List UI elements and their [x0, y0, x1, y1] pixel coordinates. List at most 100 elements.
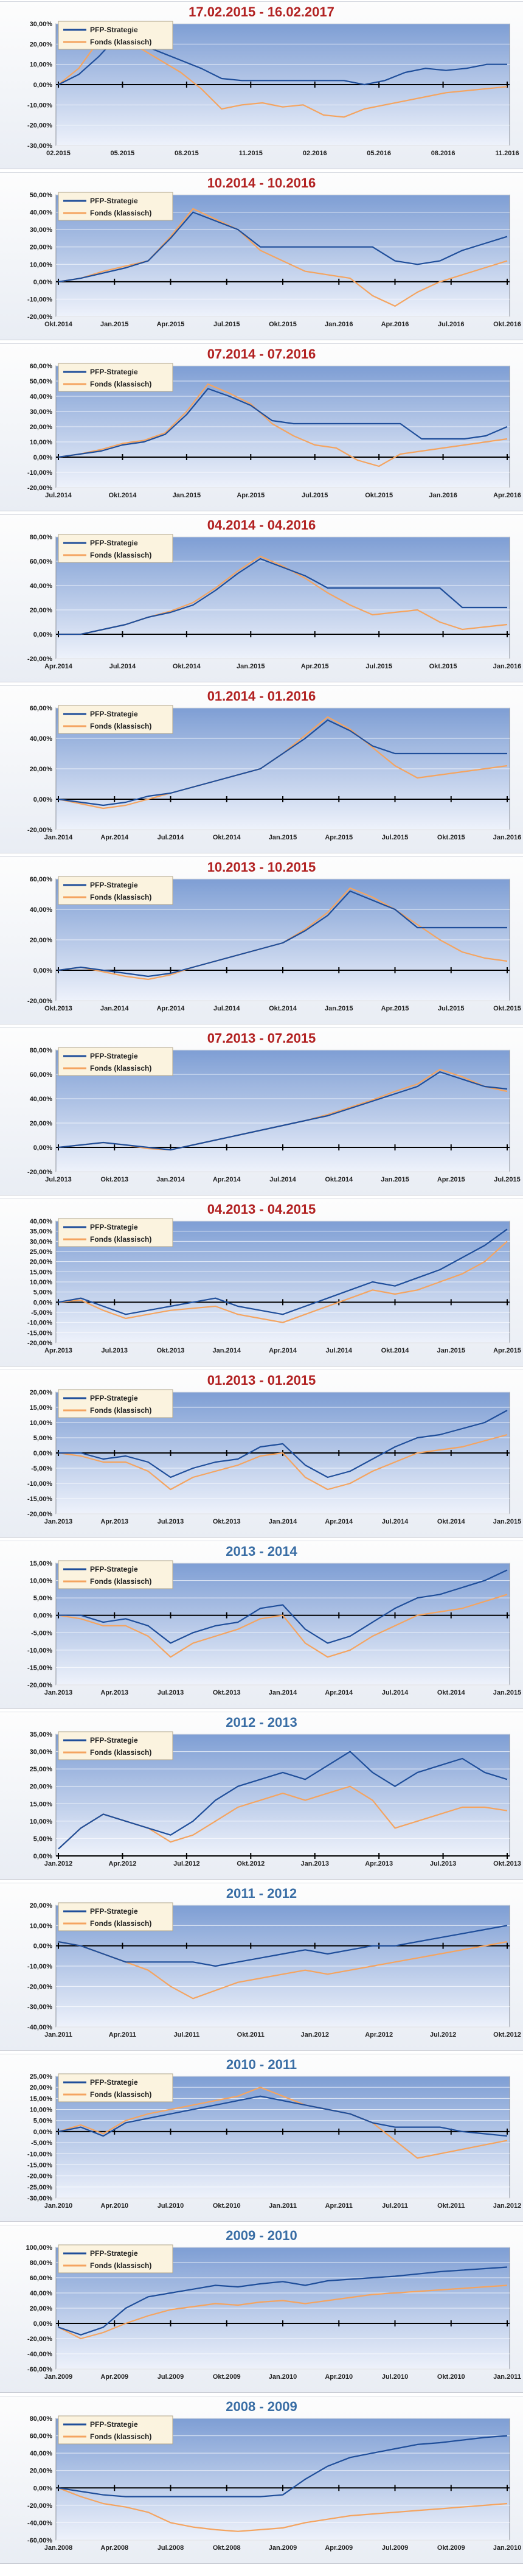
legend-box	[58, 21, 173, 50]
y-tick-label: 5,00%	[33, 1435, 52, 1442]
y-tick-label: 20,00%	[30, 937, 53, 944]
legend-label: Fonds (klassisch)	[90, 1919, 151, 1928]
y-tick-label: 80,00%	[30, 2415, 53, 2423]
x-tick-label: Jul.2009	[158, 2373, 184, 2381]
x-tick-label: Apr.2010	[325, 2373, 353, 2381]
y-tick-label: 20,00%	[30, 41, 53, 48]
chart-title: 10.2014 - 10.2016	[207, 175, 316, 191]
y-tick-label: -10,00%	[27, 1647, 52, 1654]
chart-title: 2013 - 2014	[226, 1544, 297, 1559]
y-tick-label: 20,00%	[30, 2084, 53, 2091]
y-tick-label: -60,00%	[27, 2366, 52, 2373]
x-tick-label: Apr.2015	[301, 663, 329, 670]
y-tick-label: -60,00%	[27, 2537, 52, 2544]
legend: PFP-Strategie Fonds (klassisch)	[58, 363, 173, 392]
chart-svg: -20,00% -10,00% 0,00% 10,00% 20,00% 30,00% 40,…	[27, 192, 521, 328]
x-tick-label: Jan.2015	[381, 1176, 409, 1183]
y-tick-label: 40,00%	[30, 1218, 53, 1225]
legend-label: PFP-Strategie	[90, 539, 138, 547]
x-tick-label: Okt.2015	[269, 321, 297, 328]
legend-label: PFP-Strategie	[90, 2249, 138, 2258]
x-tick-label: 08.2016	[431, 150, 455, 157]
y-tick-label: -10,00%	[27, 469, 52, 477]
legend: PFP-Strategie Fonds (klassisch)	[58, 1218, 173, 1247]
x-tick-label: Apr.2009	[325, 2544, 353, 2552]
x-tick-label: Jul.2013	[158, 1689, 184, 1696]
x-tick-label: Jul.2011	[382, 2202, 408, 2210]
legend-label: PFP-Strategie	[90, 1223, 138, 1231]
legend-label: PFP-Strategie	[90, 26, 138, 34]
y-tick-label: -20,00%	[27, 827, 52, 834]
x-tick-label: Apr.2010	[100, 2202, 128, 2210]
x-tick-label: Okt.2009	[213, 2373, 241, 2381]
legend-box	[58, 705, 173, 734]
chart-panel: 10.2013 - 10.2015 -20,00% 0,00% 20,00% 40,00…	[0, 856, 523, 1024]
x-tick-label: Apr.2013	[100, 1518, 128, 1525]
x-tick-label: Okt.2011	[437, 2202, 465, 2210]
y-tick-label: 60,00%	[30, 558, 53, 565]
chart-title: 2010 - 2011	[226, 2057, 297, 2072]
x-tick-label: Apr.2012	[108, 1860, 136, 1867]
series-line-strategy	[58, 1751, 508, 1850]
x-tick-label: Jan.2015	[269, 834, 297, 841]
legend: PFP-Strategie Fonds (klassisch)	[58, 1047, 173, 1076]
x-tick-label: Jan.2015	[173, 492, 201, 499]
x-tick-label: Jul.2014	[382, 1518, 409, 1525]
chart-svg: -20,00% 0,00% 20,00% 40,00% 60,00% Okt.2013 Ja…	[27, 876, 521, 1012]
y-tick-label: -10,00%	[27, 1480, 52, 1488]
chart-title: 10.2013 - 10.2015	[207, 859, 316, 875]
y-tick-label: 0,00%	[33, 2320, 52, 2328]
x-tick-label: Apr.2015	[157, 321, 185, 328]
chart-title: 07.2013 - 07.2015	[207, 1031, 316, 1046]
y-tick-label: 40,00%	[30, 583, 53, 590]
legend-box	[58, 1731, 173, 1760]
x-tick-label: Okt.2013	[213, 1518, 241, 1525]
chart-svg: -20,00% 0,00% 20,00% 40,00% 60,00% 80,00% Apr.…	[27, 534, 521, 670]
x-tick-label: Okt.2013	[44, 1005, 72, 1012]
legend-box	[58, 1902, 173, 1931]
x-tick-label: Jul.2013	[45, 1176, 71, 1183]
series-line-fund	[58, 1941, 508, 2000]
x-tick-label: Jan.2011	[44, 2031, 72, 2039]
y-tick-label: 0,00%	[33, 1612, 52, 1620]
y-tick-label: 20,00%	[30, 1120, 53, 1127]
x-tick-label: Okt.2015	[437, 834, 465, 841]
chart-svg: -30,00% -20,00% -10,00% 0,00% 10,00% 20,00% 30…	[27, 21, 519, 157]
x-tick-label: Apr.2015	[237, 492, 265, 499]
y-tick-label: 10,00%	[30, 1818, 53, 1825]
y-tick-label: 15,00%	[30, 1801, 53, 1808]
x-tick-label: Okt.2013	[100, 1176, 128, 1183]
legend-label: Fonds (klassisch)	[90, 209, 151, 217]
x-tick-label: Apr.2016	[381, 321, 409, 328]
x-tick-label: Jan.2011	[493, 2373, 521, 2381]
legend-label: Fonds (klassisch)	[90, 1577, 151, 1586]
x-tick-label: Apr.2015	[437, 1176, 465, 1183]
chart-panel: 10.2014 - 10.2016 -20,00% -10,00% 0,00% 10,0…	[0, 172, 523, 340]
x-tick-label: Jul.2015	[213, 321, 240, 328]
series-line-strategy	[58, 1071, 508, 1151]
y-tick-label: -20,00%	[27, 1340, 52, 1347]
y-tick-label: 10,00%	[30, 1922, 53, 1930]
legend: PFP-Strategie Fonds (klassisch)	[58, 1389, 173, 1418]
series-line-fund	[58, 2284, 508, 2340]
y-tick-label: 30,00%	[30, 226, 53, 234]
x-tick-label: Jan.2012	[300, 2031, 328, 2039]
x-tick-label: Jul.2015	[438, 1005, 464, 1012]
x-tick-label: Jan.2014	[100, 1005, 129, 1012]
legend-label: PFP-Strategie	[90, 1907, 138, 1916]
x-tick-label: Okt.2012	[493, 2031, 521, 2039]
legend-label: PFP-Strategie	[90, 1052, 138, 1060]
y-tick-label: 20,00%	[30, 607, 53, 614]
y-tick-label: 25,00%	[30, 1766, 53, 1773]
chart-svg: -20,00% -15,00% -10,00% -5,00% 0,00% 5,00% 10,…	[27, 1389, 521, 1525]
y-tick-label: 10,00%	[30, 1419, 53, 1427]
y-tick-label: 15,00%	[30, 1404, 53, 1412]
y-tick-label: 0,00%	[33, 631, 52, 639]
series-line-fund	[58, 2087, 508, 2159]
y-tick-label: 20,00%	[30, 1389, 53, 1396]
series-line-fund	[58, 1241, 508, 1323]
y-tick-label: 15,00%	[30, 2095, 53, 2102]
x-tick-label: Okt.2015	[429, 663, 457, 670]
legend-label: PFP-Strategie	[90, 2420, 138, 2429]
x-tick-label: Apr.2015	[325, 834, 353, 841]
